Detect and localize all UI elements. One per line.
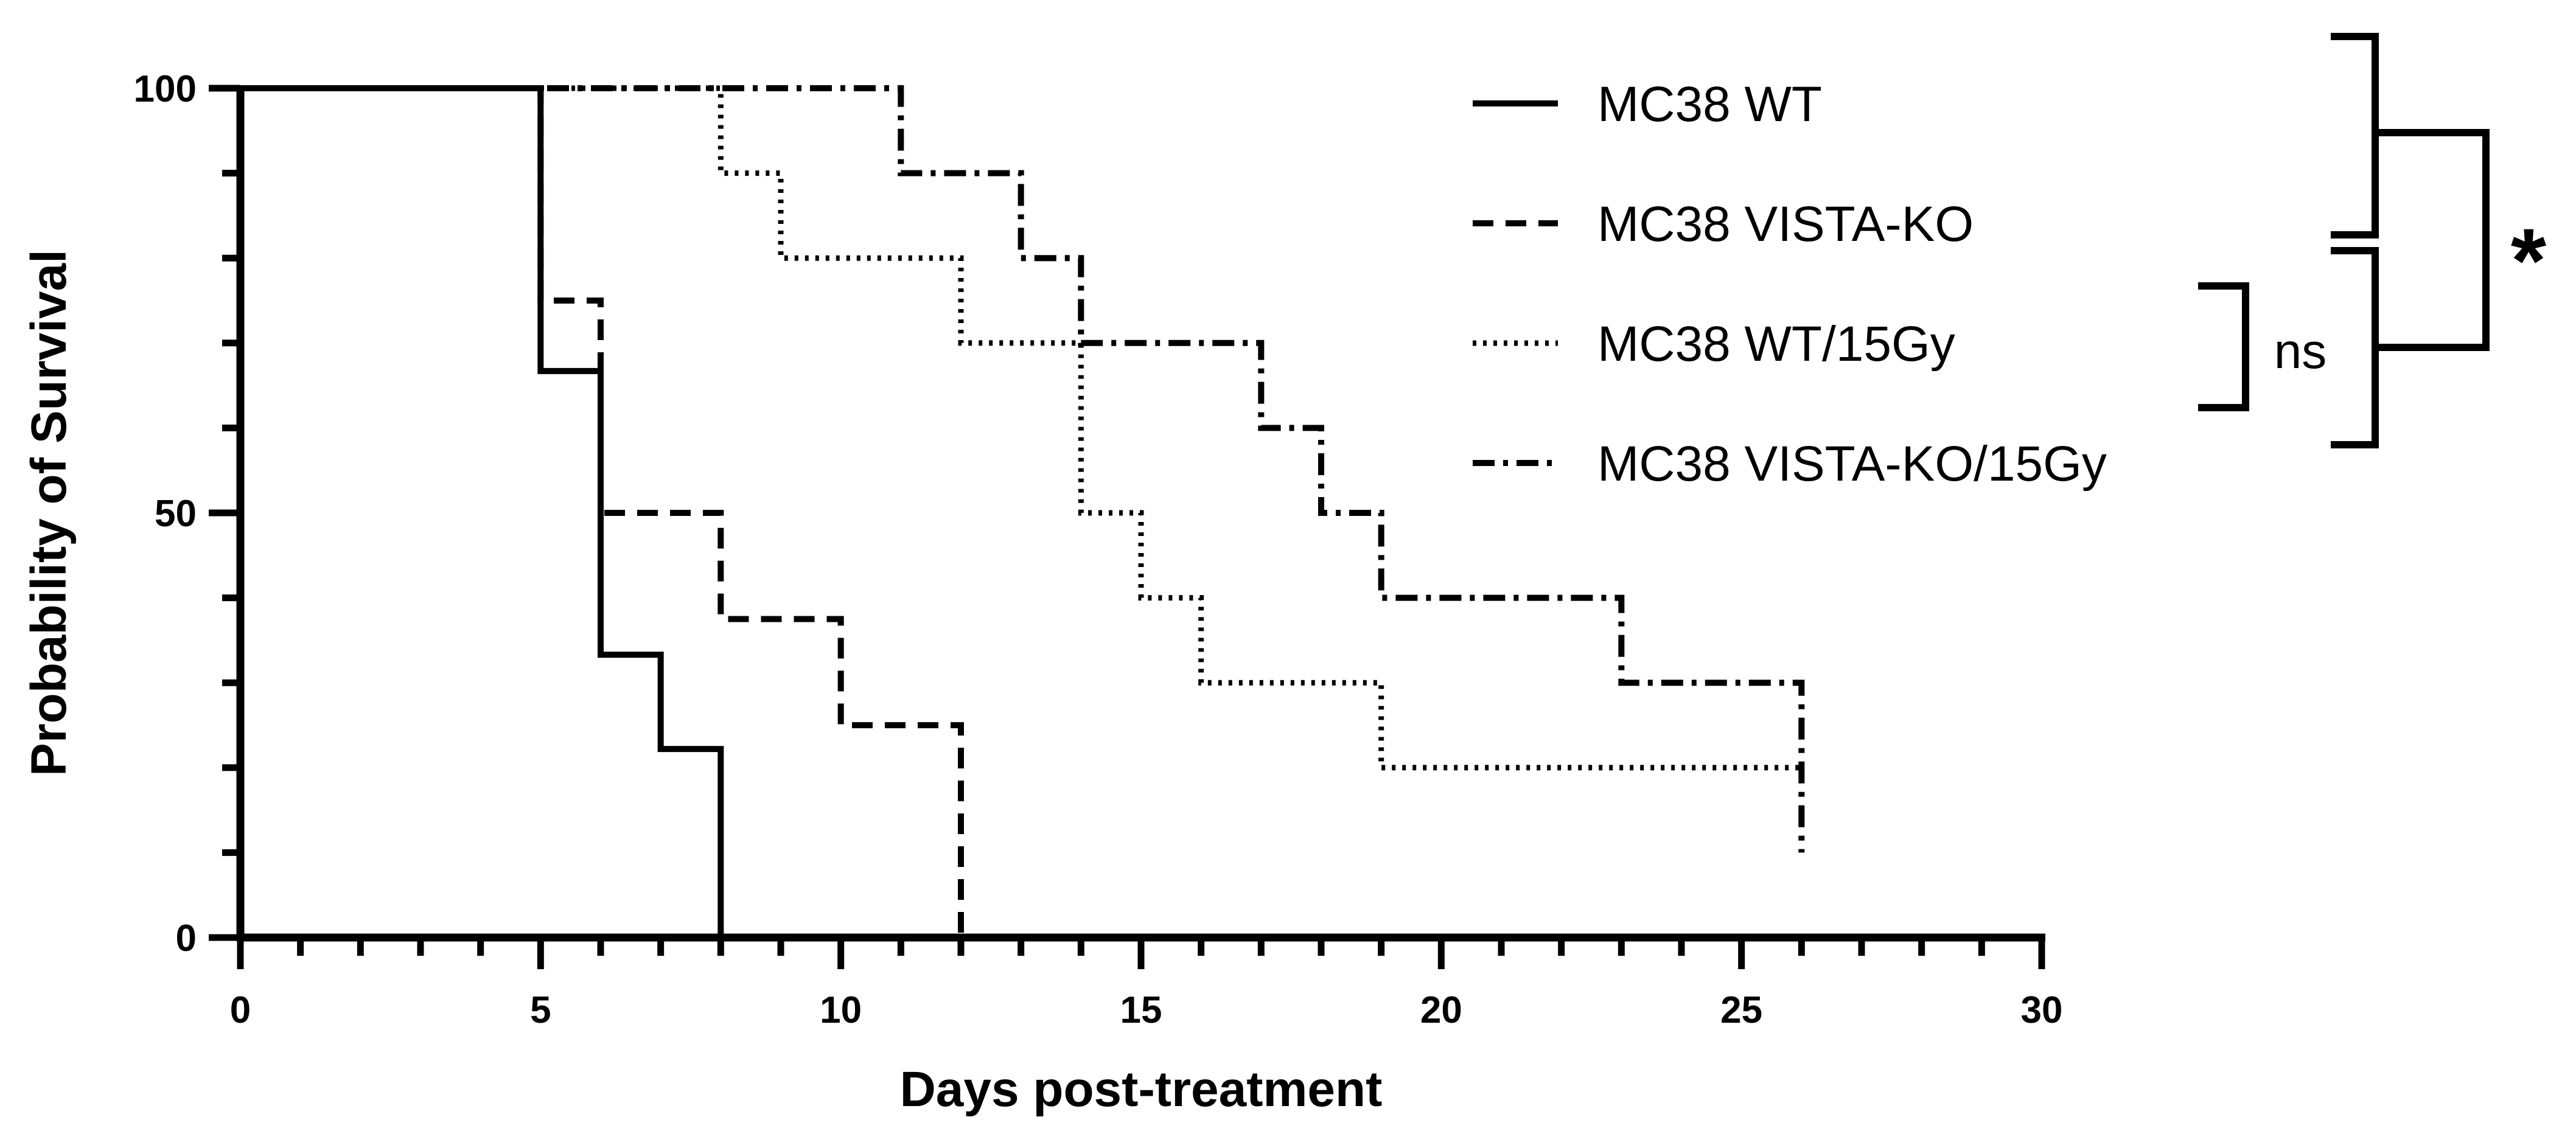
legend-label: MC38 VISTA-KO/15Gy (1597, 436, 2107, 492)
significance-brackets: ns * (2198, 33, 2547, 448)
legend-label: MC38 VISTA-KO (1597, 197, 1974, 252)
ns-bracket (2198, 282, 2249, 411)
x-tick-label: 0 (230, 989, 251, 1031)
series-layer (240, 85, 1805, 938)
x-tick-label: 20 (1420, 989, 1462, 1031)
group-bottom-bracket (2331, 247, 2379, 448)
star-label: * (2511, 209, 2547, 311)
tick-labels-layer: 0 5 10 15 20 25 30 0 50 100 (134, 68, 2063, 1031)
ticks-layer (209, 85, 2045, 969)
x-tick-label: 10 (820, 989, 862, 1031)
legend-label: MC38 WT (1597, 77, 1822, 132)
y-tick-label: 50 (155, 493, 197, 535)
x-tick-label: 5 (530, 989, 551, 1031)
series-line (240, 85, 1802, 771)
x-tick-label: 15 (1120, 989, 1162, 1031)
x-tick-label: 25 (1720, 989, 1762, 1031)
group-top-bracket (2331, 33, 2379, 238)
ns-label: ns (2274, 324, 2327, 379)
x-tick-label: 30 (2021, 989, 2063, 1031)
series-line (240, 85, 964, 938)
y-axis-title: Probability of Survival (21, 249, 77, 776)
y-tick-label: 0 (176, 917, 197, 959)
star-bracket (2375, 129, 2490, 351)
legend-label: MC38 WT/15Gy (1597, 316, 1955, 372)
legend: MC38 WT MC38 VISTA-KO MC38 WT/15Gy MC38 VIS… (1473, 77, 2107, 492)
axes-layer: 0 5 10 15 20 25 30 0 50 100 (134, 68, 2063, 1031)
y-tick-label: 100 (134, 68, 197, 110)
series-line (240, 85, 1805, 853)
x-axis-title: Days post-treatment (900, 1062, 1383, 1117)
